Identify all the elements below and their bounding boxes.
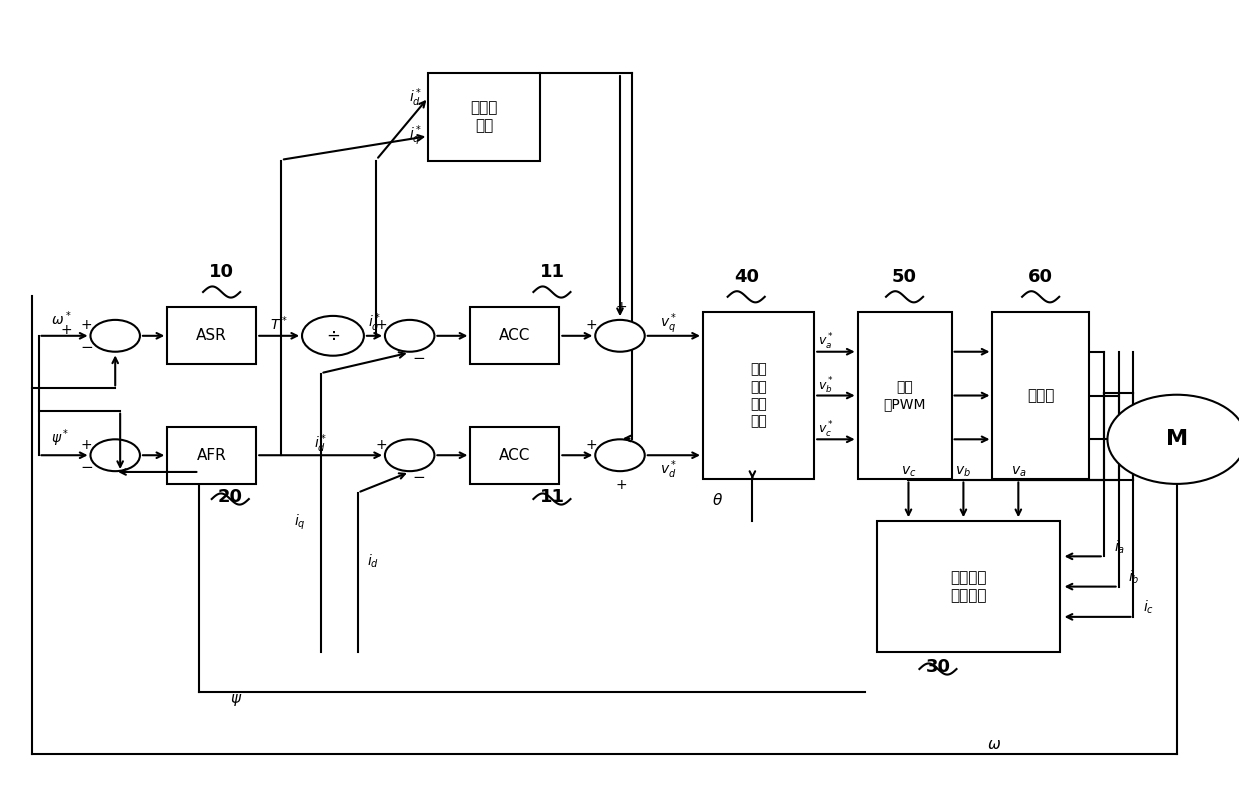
- Text: $i_c$: $i_c$: [1143, 598, 1154, 616]
- Text: $i_q^*$: $i_q^*$: [409, 124, 422, 149]
- Text: +: +: [376, 319, 387, 332]
- Text: +: +: [376, 438, 387, 452]
- Text: $v_q^*$: $v_q^*$: [660, 312, 677, 336]
- Text: −: −: [81, 340, 93, 356]
- Circle shape: [595, 439, 645, 471]
- Text: 11: 11: [539, 487, 564, 506]
- Text: $\theta$: $\theta$: [712, 492, 723, 508]
- Text: ASR: ASR: [196, 328, 227, 344]
- Text: $v_b^*$: $v_b^*$: [818, 376, 833, 396]
- Circle shape: [303, 316, 363, 356]
- Text: +: +: [615, 300, 627, 314]
- Text: ACC: ACC: [500, 447, 531, 463]
- Text: 11: 11: [539, 263, 564, 281]
- Text: +: +: [81, 438, 93, 452]
- Text: 40: 40: [734, 268, 759, 286]
- Circle shape: [91, 320, 140, 352]
- Text: M: M: [1166, 429, 1188, 449]
- Circle shape: [384, 439, 434, 471]
- FancyBboxPatch shape: [470, 427, 559, 484]
- Text: 60: 60: [1028, 268, 1053, 286]
- Text: ACC: ACC: [500, 328, 531, 344]
- Circle shape: [91, 439, 140, 471]
- Text: $i_q$: $i_q$: [294, 513, 306, 532]
- FancyBboxPatch shape: [167, 427, 257, 484]
- FancyBboxPatch shape: [167, 307, 257, 364]
- Text: $\omega^*$: $\omega^*$: [51, 309, 72, 328]
- Text: $v_c^*$: $v_c^*$: [818, 419, 833, 439]
- Text: 多电
平PWM: 多电 平PWM: [883, 380, 926, 411]
- Text: −: −: [412, 351, 425, 366]
- Text: 10: 10: [210, 263, 234, 281]
- Text: +: +: [61, 324, 72, 337]
- Text: $\psi^*$: $\psi^*$: [51, 427, 69, 448]
- Text: 第二
矢量
变换
模块: 第二 矢量 变换 模块: [750, 363, 768, 428]
- Text: ÷: ÷: [326, 327, 340, 345]
- FancyBboxPatch shape: [428, 73, 539, 161]
- Circle shape: [595, 320, 645, 352]
- FancyBboxPatch shape: [703, 312, 815, 479]
- Circle shape: [384, 320, 434, 352]
- FancyBboxPatch shape: [992, 312, 1089, 479]
- Text: $v_d^*$: $v_d^*$: [660, 459, 677, 481]
- FancyBboxPatch shape: [858, 312, 951, 479]
- Text: $\omega$: $\omega$: [987, 737, 1001, 752]
- Text: $i_d^*$: $i_d^*$: [314, 432, 327, 455]
- Text: $v_a$: $v_a$: [1011, 464, 1027, 479]
- Text: $i_b$: $i_b$: [1128, 568, 1140, 586]
- Text: 逆变器: 逆变器: [1027, 388, 1054, 403]
- Text: $i_d$: $i_d$: [367, 553, 378, 570]
- Text: 50: 50: [892, 268, 918, 286]
- Text: +: +: [585, 319, 598, 332]
- Text: $i_a$: $i_a$: [1114, 538, 1125, 555]
- Text: −: −: [412, 470, 425, 485]
- Text: AFR: AFR: [197, 447, 227, 463]
- Circle shape: [1107, 395, 1240, 484]
- Text: $v_a^*$: $v_a^*$: [818, 332, 833, 352]
- Text: $\psi$: $\psi$: [231, 692, 243, 708]
- Text: −: −: [81, 459, 93, 475]
- Text: 电流控
制器: 电流控 制器: [470, 100, 497, 133]
- Text: +: +: [585, 438, 598, 452]
- FancyBboxPatch shape: [470, 307, 559, 364]
- Text: 30: 30: [925, 658, 951, 676]
- Text: +: +: [615, 478, 627, 491]
- Text: $T^*$: $T^*$: [270, 315, 288, 333]
- Text: 20: 20: [218, 487, 243, 506]
- Text: $i_d^*$: $i_d^*$: [409, 86, 422, 109]
- Text: +: +: [81, 319, 93, 332]
- Text: $v_b$: $v_b$: [956, 464, 971, 479]
- FancyBboxPatch shape: [878, 521, 1060, 652]
- Text: 第一矢量
变换模块: 第一矢量 变换模块: [951, 570, 987, 603]
- Text: $v_c$: $v_c$: [900, 464, 916, 479]
- Text: $i_q^*$: $i_q^*$: [368, 312, 381, 336]
